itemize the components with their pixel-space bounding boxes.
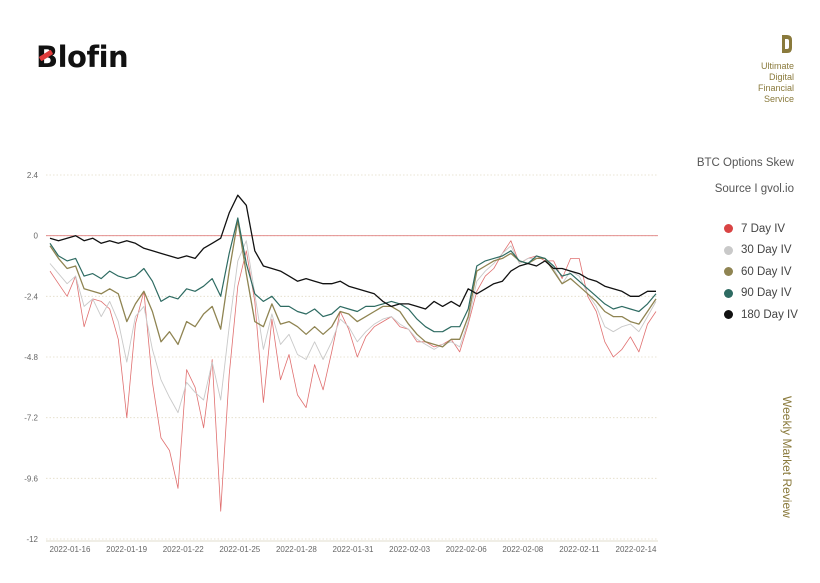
- x-tick-label: 2022-01-25: [219, 545, 260, 554]
- x-tick-label: 2022-02-11: [559, 545, 600, 554]
- y-tick-label: -12: [26, 535, 38, 544]
- legend-item: 30 Day IV: [724, 240, 798, 262]
- x-tick-label: 2022-01-16: [50, 545, 91, 554]
- legend-dot-icon: [724, 267, 733, 277]
- series-line-60-day-iv: [49, 219, 657, 348]
- series-line-90-day-iv: [49, 217, 657, 333]
- legend-item: 60 Day IV: [724, 261, 798, 283]
- legend-item: 90 Day IV: [724, 283, 798, 305]
- legend-label: 7 Day IV: [741, 222, 786, 235]
- tagline: Ultimate Digital Financial Service: [704, 61, 794, 105]
- tagline-line: Digital: [768, 72, 794, 82]
- tagline-line: Financial: [757, 83, 794, 93]
- legend-label: 180 Day IV: [741, 308, 798, 321]
- legend-label: 90 Day IV: [741, 287, 792, 300]
- legend-dot-icon: [724, 245, 733, 255]
- y-tick-label: 0: [34, 232, 39, 241]
- legend-item: 7 Day IV: [724, 218, 798, 240]
- y-tick-label: -2.4: [24, 292, 38, 301]
- x-tick-label: 2022-02-03: [389, 545, 430, 554]
- legend-item: 180 Day IV: [724, 304, 798, 326]
- chart-title: BTC Options Skew: [696, 157, 794, 169]
- series-line-30-day-iv: [49, 240, 657, 414]
- legend-label: 30 Day IV: [741, 244, 792, 257]
- x-tick-label: 2022-01-28: [276, 545, 317, 554]
- y-tick-label: -9.6: [24, 474, 38, 483]
- legend-dot-icon: [724, 224, 733, 234]
- y-tick-label: -7.2: [24, 414, 38, 423]
- x-tick-label: 2022-02-08: [502, 545, 543, 554]
- blofin-logo: Blofin: [36, 40, 129, 76]
- series-line-180-day-iv: [49, 194, 656, 310]
- chart-legend: 7 Day IV 30 Day IV 60 Day IV 90 Day IV 180 D…: [724, 218, 798, 326]
- y-tick-label: -4.8: [24, 353, 38, 362]
- legend-label: 60 Day IV: [741, 265, 792, 278]
- brand-mark-icon: [782, 35, 792, 53]
- series-line-7-day-iv: [49, 240, 657, 512]
- chart-source: Source I gvol.io: [714, 183, 794, 195]
- y-tick-label: 2.4: [27, 171, 39, 180]
- x-tick-label: 2022-01-19: [106, 545, 147, 554]
- tagline-line: Ultimate: [760, 61, 794, 71]
- x-tick-label: 2022-02-06: [446, 545, 487, 554]
- chart-info: BTC Options Skew Source I gvol.io: [697, 150, 794, 202]
- logo-text: Blofin: [36, 40, 129, 74]
- side-title: Weekly Market Review: [780, 396, 794, 518]
- x-tick-label: 2022-01-22: [163, 545, 204, 554]
- x-tick-label: 2022-02-14: [616, 545, 657, 554]
- legend-dot-icon: [724, 288, 733, 298]
- legend-dot-icon: [724, 310, 733, 320]
- x-tick-label: 2022-01-31: [333, 545, 374, 554]
- tagline-line: Service: [763, 94, 794, 104]
